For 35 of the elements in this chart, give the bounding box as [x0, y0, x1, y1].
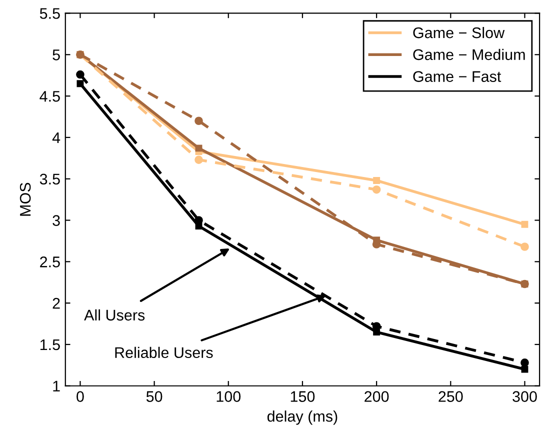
y-tick-label: 2.5 [40, 256, 60, 268]
y-tick-label: 2 [52, 298, 60, 309]
legend-label: Game − Fast [413, 71, 502, 82]
point [520, 242, 529, 251]
point [520, 358, 529, 367]
annotation: All Users [84, 309, 145, 321]
x-tick-label: 200 [364, 391, 389, 402]
y-tick-label: 4.5 [40, 91, 60, 102]
legend-label: Game − Slow [413, 26, 505, 38]
legend-label: Game − Medium [413, 48, 525, 60]
annotation: Reliable Users [115, 346, 213, 358]
y-tick-label: 5 [52, 50, 60, 60]
y-axis-title: MOS [20, 182, 31, 216]
x-tick-label: 0 [76, 391, 84, 402]
y-tick-label: 3.5 [40, 174, 60, 185]
x-tick-label: 100 [216, 391, 241, 402]
point [195, 144, 202, 152]
x-tick-label: 50 [146, 391, 162, 402]
x-tick-label: 250 [438, 391, 463, 402]
point [372, 185, 381, 194]
y-tick-label: 1.5 [40, 339, 60, 350]
y-tick-label: 1 [53, 380, 60, 392]
point [521, 220, 528, 228]
point [76, 70, 84, 79]
x-tick-label: 150 [290, 391, 315, 402]
point [521, 366, 528, 373]
y-tick-label: 3 [52, 215, 60, 226]
point [76, 80, 84, 88]
y-tick-label: 4 [52, 132, 60, 143]
x-tick-label: 300 [512, 391, 537, 402]
y-tick-label: 5.5 [40, 8, 60, 19]
x-axis-title: delay (ms) [267, 410, 338, 425]
point [194, 116, 203, 126]
point [194, 156, 203, 164]
point [373, 177, 380, 184]
